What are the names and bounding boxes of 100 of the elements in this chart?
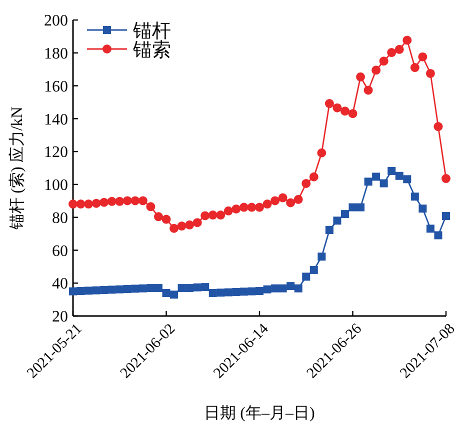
point <box>240 288 248 296</box>
point <box>364 178 372 186</box>
point <box>185 220 194 230</box>
point <box>372 172 380 181</box>
point <box>324 99 334 108</box>
x-axis-title: 日期 (年–月–日) <box>204 404 315 422</box>
point <box>434 231 442 240</box>
point <box>224 288 232 296</box>
point <box>208 288 217 297</box>
point <box>68 200 78 209</box>
point <box>138 284 147 292</box>
point <box>107 196 116 206</box>
point <box>84 286 93 295</box>
point <box>92 198 101 208</box>
point <box>178 284 186 292</box>
point <box>278 284 287 292</box>
point <box>379 56 388 66</box>
y-tick-label: 20 <box>52 308 68 326</box>
point <box>76 200 86 209</box>
y-tick-label: 120 <box>44 144 68 162</box>
point <box>442 212 450 220</box>
point <box>100 286 108 294</box>
point <box>271 284 280 292</box>
point <box>123 285 132 294</box>
point <box>410 192 419 201</box>
point <box>356 72 366 82</box>
point <box>278 193 288 202</box>
point <box>154 212 163 222</box>
point <box>394 44 404 54</box>
point <box>247 202 256 212</box>
point <box>294 284 302 292</box>
point <box>302 178 311 188</box>
point <box>302 272 310 281</box>
point <box>388 166 396 175</box>
point <box>356 203 365 212</box>
point <box>348 203 357 212</box>
point <box>410 63 420 72</box>
y-tick-label: 160 <box>44 78 68 96</box>
point <box>122 196 132 206</box>
point <box>395 172 404 180</box>
point <box>92 286 100 294</box>
point <box>100 198 109 207</box>
y-tick-label: 140 <box>44 111 68 128</box>
y-axis-title: 锚杆 (索) 应力/kN <box>8 106 26 230</box>
point <box>216 210 226 220</box>
point <box>348 109 358 118</box>
point <box>69 287 77 296</box>
point <box>364 86 373 95</box>
point <box>434 122 443 132</box>
point <box>442 174 450 184</box>
point <box>248 287 256 296</box>
point <box>317 148 326 158</box>
point <box>286 282 295 290</box>
point <box>286 198 296 208</box>
point <box>192 218 202 228</box>
point <box>294 194 303 204</box>
point <box>310 266 318 274</box>
point <box>138 196 148 206</box>
point <box>115 196 124 206</box>
point <box>325 226 334 234</box>
y-tick-label: 80 <box>52 210 68 227</box>
point <box>232 288 240 296</box>
point <box>154 284 162 292</box>
point <box>170 224 179 233</box>
y-tick-label: 100 <box>44 177 68 194</box>
point <box>270 196 280 206</box>
point <box>263 285 272 294</box>
point <box>255 202 264 212</box>
point <box>340 210 349 218</box>
point <box>201 283 210 292</box>
point <box>146 284 155 292</box>
point <box>403 175 412 184</box>
point <box>309 172 318 182</box>
point <box>418 204 427 213</box>
point <box>177 222 186 231</box>
point <box>402 36 412 45</box>
point <box>224 206 233 216</box>
point <box>387 48 396 58</box>
point <box>332 103 342 112</box>
point <box>131 284 140 293</box>
point <box>84 200 94 209</box>
point <box>200 211 210 220</box>
point <box>262 200 272 209</box>
point <box>76 287 85 296</box>
point <box>372 66 381 75</box>
point <box>146 202 156 212</box>
point <box>116 285 124 294</box>
point <box>130 196 140 206</box>
point <box>162 288 170 297</box>
point <box>239 202 248 212</box>
point <box>232 204 241 214</box>
point <box>170 290 178 299</box>
point <box>380 179 388 188</box>
point <box>318 252 326 261</box>
point <box>426 68 435 78</box>
y-tick-label: 200 <box>44 12 68 30</box>
point <box>162 214 171 224</box>
point <box>426 224 434 233</box>
legend-label: 锚索 <box>132 40 171 61</box>
point <box>108 286 116 294</box>
